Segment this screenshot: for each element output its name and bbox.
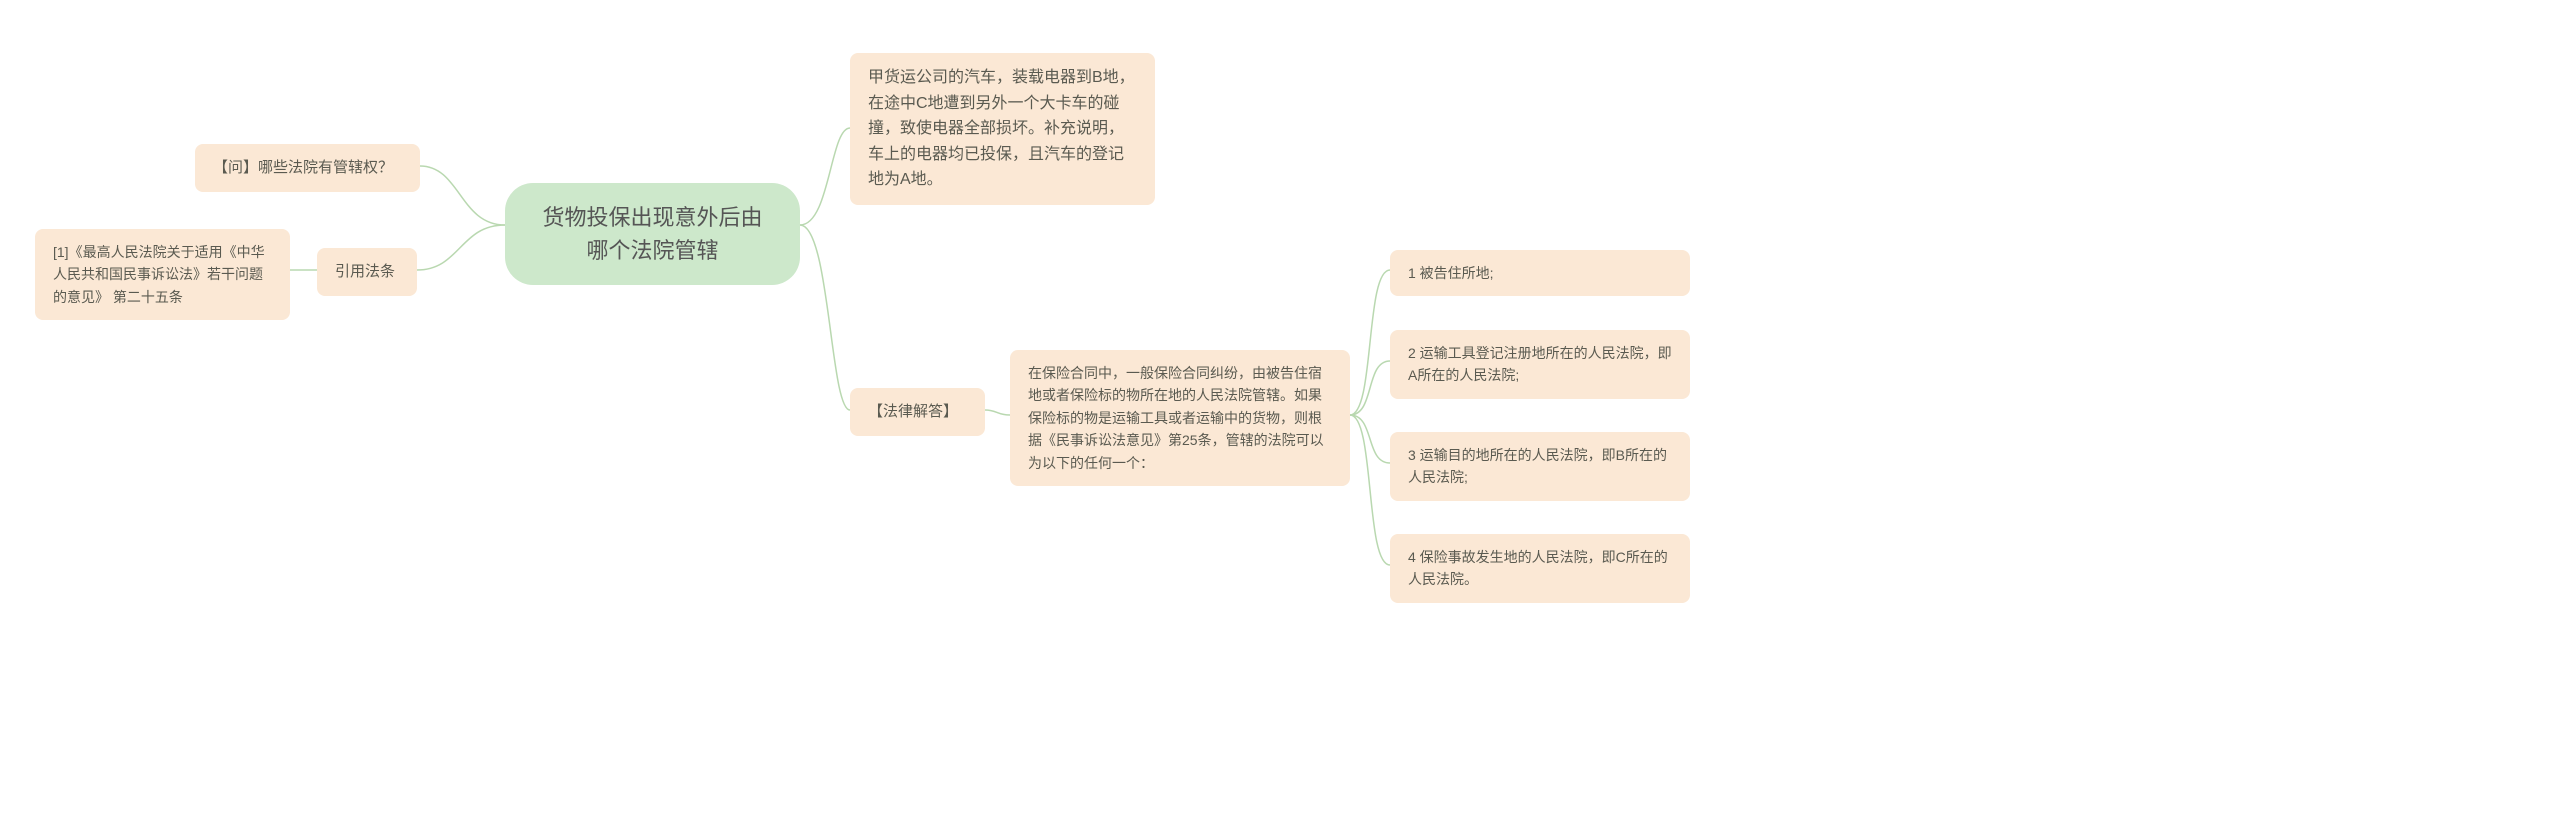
citation-label-node: 引用法条 (317, 248, 417, 296)
legal-label-node: 【法律解答】 (850, 388, 985, 436)
legal-body-node: 在保险合同中，一般保险合同纠纷，由被告住宿地或者保险标的物所在地的人民法院管辖。… (1010, 350, 1350, 486)
root-node: 货物投保出现意外后由哪个法院管辖 (505, 183, 800, 285)
question-node: 【问】哪些法院有管辖权？ (195, 144, 420, 192)
scenario-text: 甲货运公司的汽车，装载电器到B地，在途中C地遭到另外一个大卡车的碰撞，致使电器全… (868, 69, 1135, 188)
legal-body-text: 在保险合同中，一般保险合同纠纷，由被告住宿地或者保险标的物所在地的人民法院管辖。… (1028, 365, 1324, 471)
option-node-1: 1 被告住所地; (1390, 250, 1690, 296)
scenario-node: 甲货运公司的汽车，装载电器到B地，在途中C地遭到另外一个大卡车的碰撞，致使电器全… (850, 53, 1155, 205)
option-node-3: 3 运输目的地所在的人民法院，即B所在的人民法院; (1390, 432, 1690, 501)
option-text-3: 3 运输目的地所在的人民法院，即B所在的人民法院; (1408, 447, 1667, 485)
option-text-1: 1 被告住所地; (1408, 265, 1494, 281)
citation-detail-text: [1]《最高人民法院关于适用《中华人民共和国民事诉讼法》若干问题的意见》 第二十… (53, 244, 265, 305)
citation-label-text: 引用法条 (335, 263, 395, 280)
option-node-4: 4 保险事故发生地的人民法院，即C所在的人民法院。 (1390, 534, 1690, 603)
citation-detail-node: [1]《最高人民法院关于适用《中华人民共和国民事诉讼法》若干问题的意见》 第二十… (35, 229, 290, 320)
root-text: 货物投保出现意外后由哪个法院管辖 (542, 205, 762, 263)
option-text-2: 2 运输工具登记注册地所在的人民法院，即A所在的人民法院; (1408, 345, 1672, 383)
option-text-4: 4 保险事故发生地的人民法院，即C所在的人民法院。 (1408, 549, 1668, 587)
question-text: 【问】哪些法院有管辖权？ (213, 159, 393, 176)
legal-label-text: 【法律解答】 (868, 403, 958, 420)
option-node-2: 2 运输工具登记注册地所在的人民法院，即A所在的人民法院; (1390, 330, 1690, 399)
